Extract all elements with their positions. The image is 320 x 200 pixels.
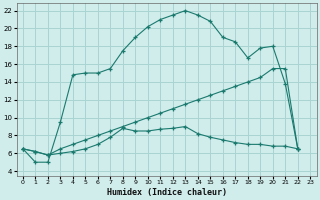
X-axis label: Humidex (Indice chaleur): Humidex (Indice chaleur) [107,188,227,197]
